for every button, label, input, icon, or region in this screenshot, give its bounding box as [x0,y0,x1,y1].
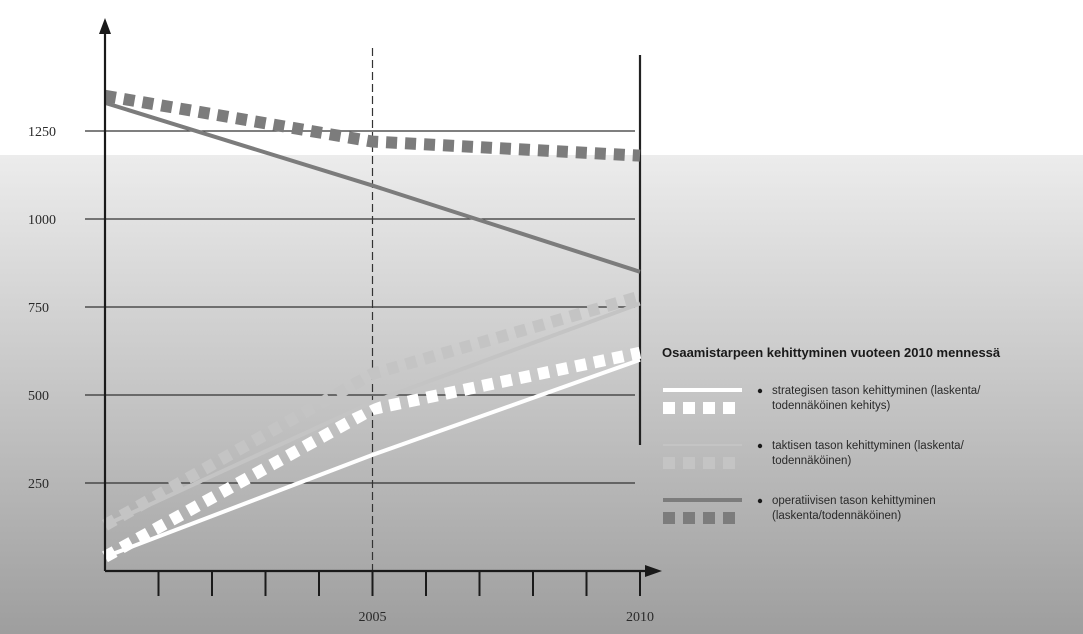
legend: Osaamistarpeen kehittyminen vuoteen 2010… [662,345,1001,524]
legend-label-line1-2: operatiivisen tason kehittyminen [772,495,936,507]
series-line-operative_prob [103,89,641,162]
series-layer [102,89,642,563]
legend-title: Osaamistarpeen kehittyminen vuoteen 2010… [662,345,1001,360]
legend-label-line1-0: strategisen tason kehittyminen (laskenta… [772,385,981,397]
series-line-tactical_prob [102,290,642,531]
y-axis-arrow [99,18,111,34]
series-line-strategic_calc [104,357,641,559]
tick-labels: 250 500 750 1000 1250 2005 2010 [28,125,654,625]
legend-label-line2-2: (laskenta/todennäköinen) [772,510,901,522]
y-tick-label-1250: 1250 [28,125,56,140]
x-tick-label-2005: 2005 [359,610,387,625]
y-tick-label-250: 250 [28,477,49,492]
series-line-tactical_calc [104,301,641,528]
y-tick-label-750: 750 [28,301,49,316]
y-tick-label-500: 500 [28,389,49,404]
legend-entries: strategisen tason kehittyminen (laskenta… [663,385,981,524]
series-line-operative_calc [104,100,641,274]
legend-bullet-2 [757,498,763,504]
y-tick-label-1000: 1000 [28,213,56,228]
series-line-strategic_prob [102,346,642,563]
axes [99,18,662,596]
legend-bullet-0 [757,388,763,394]
legend-label-line1-1: taktisen tason kehittyminen (laskenta/ [772,440,965,452]
legend-bullet-1 [757,443,763,449]
x-axis-arrow [645,565,662,577]
legend-label-line2-1: todennäköinen) [772,455,851,467]
legend-label-line2-0: todennäköinen kehitys) [772,400,890,412]
x-tick-label-2010: 2010 [626,610,654,625]
